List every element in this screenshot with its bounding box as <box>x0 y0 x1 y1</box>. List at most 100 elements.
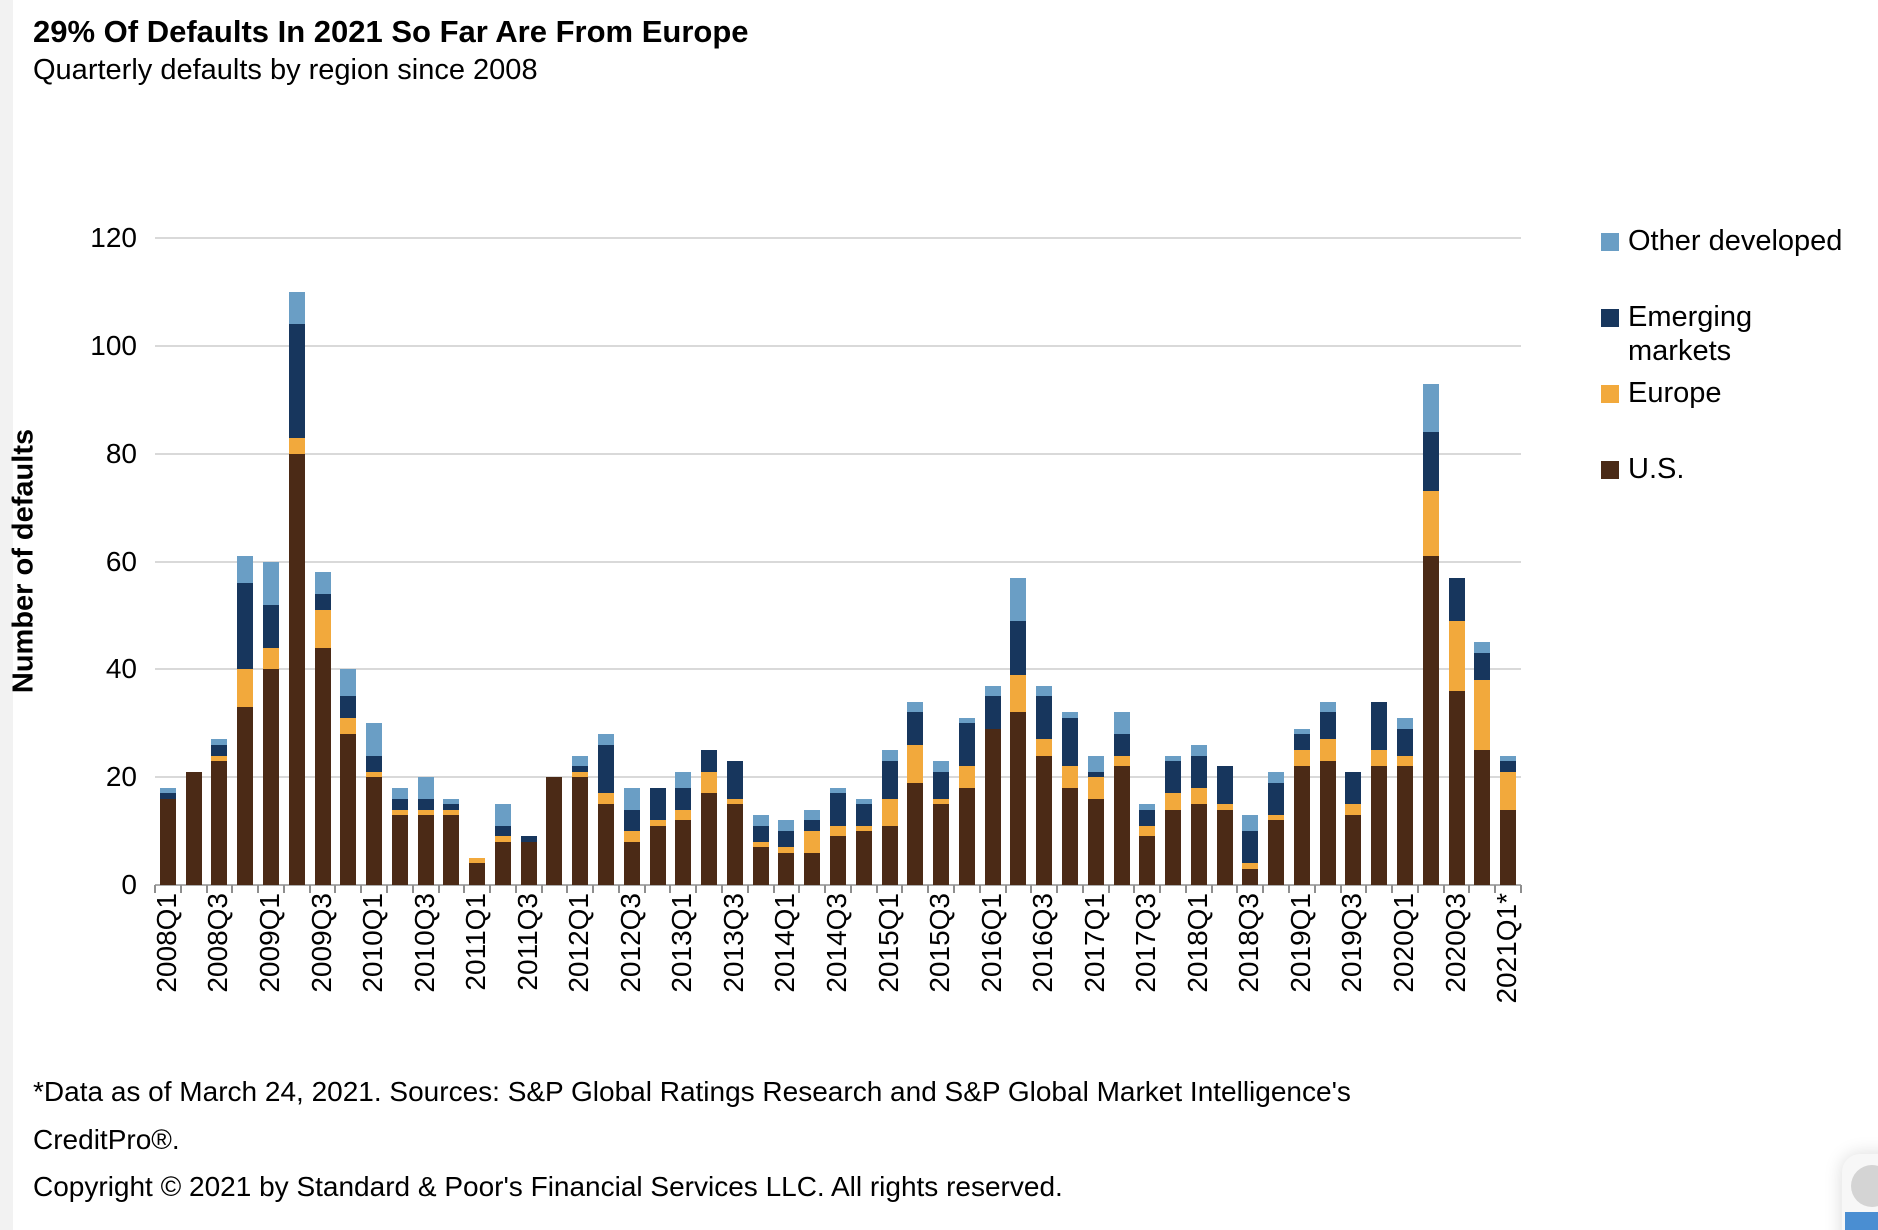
bar-segment-u-s- <box>1345 814 1362 885</box>
x-tick-label: 2017Q1 <box>1078 893 1110 993</box>
footnote-sources-line2: CreditPro®. <box>33 1124 180 1155</box>
bar-segment-emerging-markets <box>1293 734 1310 751</box>
x-axis-tick <box>205 885 208 893</box>
bar-segment-other-developed <box>1242 814 1259 832</box>
x-axis-tick <box>849 885 852 893</box>
bar-segment-emerging-markets <box>1113 734 1130 756</box>
y-gridline <box>155 237 1521 239</box>
footnote-sources-line1: *Data as of March 24, 2021. Sources: S&P… <box>33 1076 1351 1107</box>
bar-segment-other-developed <box>752 814 769 826</box>
bar-segment-other-developed <box>1500 755 1517 761</box>
x-axis-tick <box>179 885 182 893</box>
y-gridline <box>155 776 1521 779</box>
bar-segment-other-developed <box>1422 383 1439 433</box>
bar-segment-europe <box>830 825 846 837</box>
bar-segment-emerging-markets <box>1268 782 1285 815</box>
bar-segment-emerging-markets <box>1165 761 1182 794</box>
x-tick-label: 2008Q3 <box>202 893 234 993</box>
bar-segment-europe <box>701 771 718 794</box>
bar-segment-emerging-markets <box>366 755 383 772</box>
y-tick-label: 100 <box>90 329 137 361</box>
bar-segment-u-s- <box>1010 712 1027 885</box>
bar-segment-europe <box>366 771 383 778</box>
x-axis-tick <box>927 885 930 893</box>
bar-segment-other-developed <box>1319 701 1336 713</box>
bar-segment-emerging-markets <box>340 696 357 718</box>
x-axis-tick <box>1288 885 1291 893</box>
x-axis-tick <box>360 885 363 893</box>
bar-segment-u-s- <box>1293 766 1310 885</box>
bar-segment-u-s- <box>494 841 511 885</box>
x-tick-label: 2016Q1 <box>975 893 1007 993</box>
bar-segment-europe <box>1345 804 1362 815</box>
bar-segment-emerging-markets <box>1422 432 1439 492</box>
bar-segment-u-s- <box>830 836 846 885</box>
x-axis-tick <box>695 885 698 893</box>
x-tick-label: 2019Q3 <box>1336 893 1368 993</box>
bar-segment-emerging-markets <box>598 744 615 794</box>
x-axis-tick <box>1520 885 1522 893</box>
bar-segment-u-s- <box>1036 755 1053 885</box>
x-axis-tick <box>1339 885 1342 893</box>
bar-segment-emerging-markets <box>1448 577 1465 621</box>
bar-segment-u-s- <box>185 771 202 885</box>
x-axis-tick <box>308 885 311 893</box>
bar-segment-u-s- <box>443 814 460 885</box>
x-tick-label: 2013Q1 <box>666 893 698 993</box>
x-axis-tick <box>514 885 517 893</box>
y-tick-label: 40 <box>105 653 137 685</box>
bar-segment-emerging-markets <box>984 696 1001 729</box>
window-edge-strip <box>0 0 13 1230</box>
bar-segment-emerging-markets <box>1010 620 1027 675</box>
bar-segment-europe <box>443 809 460 815</box>
bar-segment-other-developed <box>1268 771 1285 783</box>
bar-segment-europe <box>262 647 279 670</box>
x-axis-tick <box>772 885 775 893</box>
bar-segment-u-s- <box>1139 836 1156 885</box>
bar-segment-emerging-markets <box>1242 831 1259 864</box>
bar-segment-europe <box>1397 755 1414 767</box>
bar-segment-u-s- <box>933 804 950 885</box>
x-axis-tick <box>978 885 981 893</box>
bar-segment-europe <box>469 858 486 864</box>
bar-segment-europe <box>494 836 511 842</box>
bar-segment-europe <box>391 809 408 815</box>
x-axis-tick <box>1391 885 1394 893</box>
bar-segment-emerging-markets <box>804 820 821 832</box>
x-tick-label: 2021Q1* <box>1491 893 1523 1004</box>
x-axis-tick <box>385 885 388 893</box>
x-axis-tick <box>952 885 955 893</box>
bar-segment-emerging-markets <box>1139 809 1156 826</box>
bar-segment-europe <box>907 744 924 783</box>
x-axis-tick <box>231 885 234 893</box>
bar-segment-europe <box>1061 766 1078 788</box>
bar-segment-emerging-markets <box>1500 761 1517 772</box>
x-axis-tick <box>1210 885 1213 893</box>
bar-segment-emerging-markets <box>907 712 924 745</box>
bar-segment-europe <box>237 669 254 708</box>
x-tick-label: 2015Q1 <box>872 893 904 993</box>
bar-segment-emerging-markets <box>649 787 666 821</box>
y-tick-label: 80 <box>105 437 137 469</box>
x-tick-label: 2011Q3 <box>511 893 543 991</box>
x-axis-tick <box>643 885 646 893</box>
y-tick-label: 20 <box>105 761 137 793</box>
x-axis-tick <box>1004 885 1007 893</box>
bar-segment-u-s- <box>1165 809 1182 885</box>
x-tick-label: 2014Q1 <box>769 893 801 993</box>
bar-segment-u-s- <box>391 814 408 885</box>
bar-segment-u-s- <box>1087 798 1104 885</box>
floating-corner-widget[interactable] <box>1842 1154 1878 1230</box>
x-axis-tick <box>1365 885 1368 893</box>
bar-segment-europe <box>1319 739 1336 761</box>
x-axis-tick <box>1133 885 1136 893</box>
bar-segment-u-s- <box>1448 690 1465 885</box>
legend-label-europe: Europe <box>1628 377 1722 409</box>
bar-segment-europe <box>623 831 640 842</box>
bar-segment-other-developed <box>1087 755 1104 772</box>
bar-segment-u-s- <box>211 761 228 885</box>
x-tick-label: 2018Q1 <box>1181 893 1213 993</box>
bar-segment-europe <box>340 717 357 735</box>
bar-segment-other-developed <box>1010 577 1027 621</box>
legend-swatch-other-developed <box>1601 233 1619 251</box>
